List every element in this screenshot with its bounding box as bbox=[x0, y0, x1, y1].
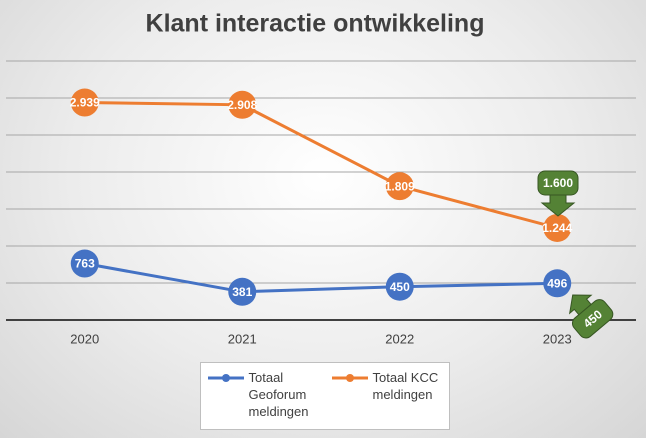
chart-title: Klant interactie ontwikkeling bbox=[146, 10, 485, 38]
x-tick-label: 2021 bbox=[228, 331, 257, 346]
data-point bbox=[385, 172, 414, 201]
legend-entry: Totaal Geoforum meldingen bbox=[206, 369, 321, 429]
data-point bbox=[228, 90, 257, 119]
data-label: 381 bbox=[232, 285, 252, 299]
data-point bbox=[543, 213, 572, 242]
callout: 1.600 bbox=[537, 170, 579, 217]
x-tick-label: 2020 bbox=[70, 331, 99, 346]
x-tick-label: 2022 bbox=[385, 331, 414, 346]
data-point bbox=[70, 249, 99, 278]
data-label: 496 bbox=[547, 276, 567, 290]
data-label: 2.908 bbox=[227, 98, 257, 112]
data-label: 2.939 bbox=[70, 96, 100, 110]
legend-swatch bbox=[207, 374, 244, 382]
data-label: 1.244 bbox=[542, 221, 572, 235]
legend-marker bbox=[345, 374, 354, 382]
legend-label: Totaal KCC meldingen bbox=[372, 370, 439, 402]
legend-entry: Totaal KCC meldingen bbox=[330, 369, 445, 429]
callout-arrow bbox=[568, 294, 593, 316]
data-point bbox=[228, 277, 257, 306]
data-label: 1.809 bbox=[385, 179, 415, 193]
callout: 450 bbox=[568, 294, 614, 339]
data-point bbox=[70, 88, 99, 117]
data-point bbox=[543, 269, 572, 298]
legend: Totaal Geoforum meldingen Totaal KCC meld… bbox=[200, 362, 450, 430]
legend-marker bbox=[221, 374, 230, 382]
legend-label: Totaal Geoforum meldingen bbox=[248, 370, 309, 419]
data-point bbox=[385, 272, 414, 301]
data-label: 763 bbox=[75, 257, 95, 271]
annotation: 1.600 bbox=[543, 176, 573, 190]
data-label: 450 bbox=[390, 280, 410, 294]
x-tick-label: 2023 bbox=[543, 331, 572, 346]
series-line bbox=[84, 101, 558, 230]
legend-swatch bbox=[331, 374, 368, 382]
callout-arrow bbox=[540, 194, 576, 217]
series-line bbox=[84, 262, 558, 294]
